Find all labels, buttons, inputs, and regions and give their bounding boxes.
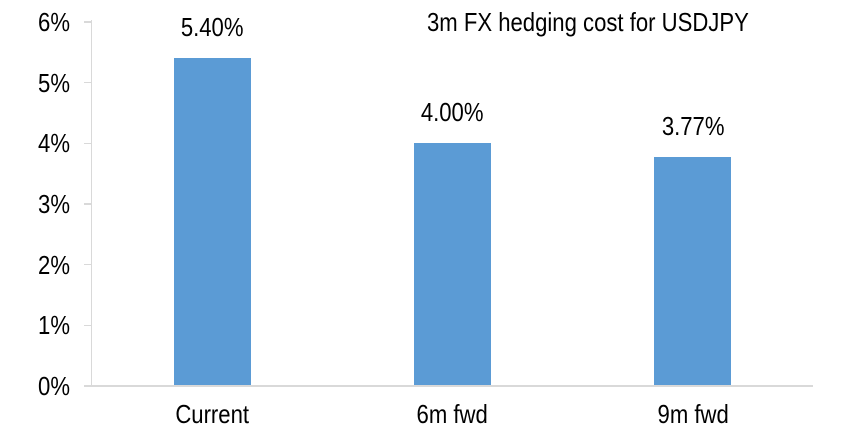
bar-group: 3.77% [573, 22, 813, 386]
y-tick-label: 6% [38, 7, 70, 37]
y-tick-label: 3% [38, 189, 70, 219]
y-tick-mark [84, 142, 92, 145]
y-tick-label: 4% [38, 128, 70, 159]
y-axis-line [90, 20, 92, 386]
y-tick-label: 0% [38, 371, 70, 401]
category-label: 6m fwd [416, 399, 489, 429]
bar [413, 143, 491, 386]
y-tick-mark [84, 324, 92, 327]
y-tick-label: 5% [38, 67, 70, 98]
bar-group: 5.40% [92, 14, 332, 386]
bar-value-label: 3.77% [661, 111, 725, 142]
y-tick-label: 1% [38, 310, 70, 341]
plot-area: 5.40% 4.00% 3.77% [92, 14, 813, 386]
y-tick-mark [84, 203, 92, 205]
category-label: Current [175, 399, 250, 429]
bar-value-label: 4.00% [421, 97, 484, 128]
x-axis-labels: Current 6m fwd 9m fwd [92, 401, 813, 427]
bar-group: 4.00% [332, 22, 572, 386]
bar-value-label: 5.40% [180, 12, 244, 43]
y-tick-mark [84, 385, 92, 387]
bar [173, 58, 251, 386]
category-label: 9m fwd [657, 399, 729, 429]
y-tick-mark [84, 263, 92, 266]
bar [654, 157, 732, 386]
y-tick-label: 2% [38, 249, 70, 280]
x-axis-line [92, 385, 813, 387]
y-tick-mark [84, 81, 92, 84]
y-tick-mark [84, 21, 92, 23]
chart-title: 3m FX hedging cost for USDJPY [427, 7, 749, 37]
